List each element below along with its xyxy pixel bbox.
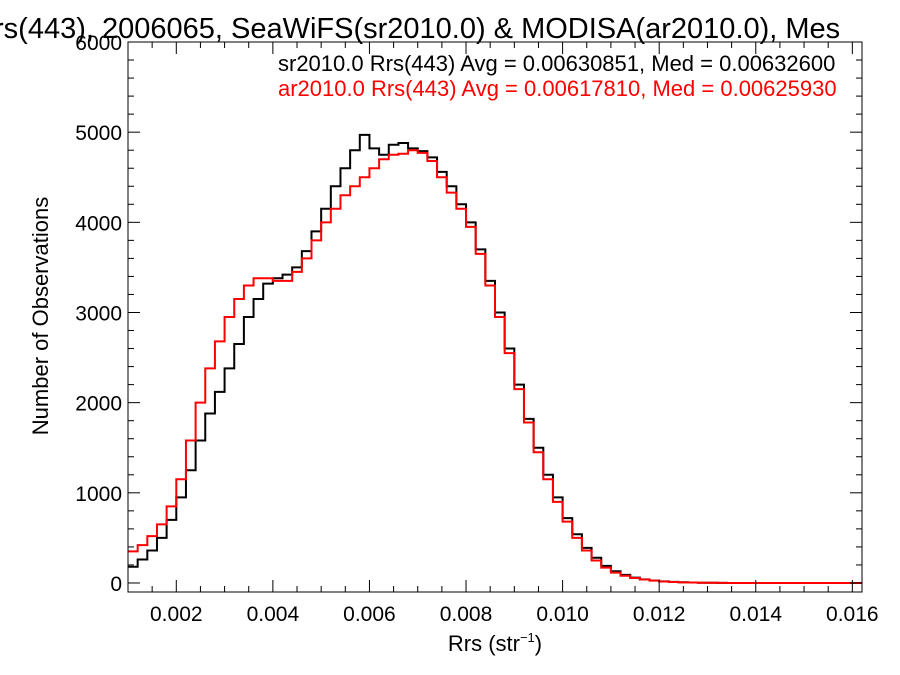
x-tick-label: 0.010: [536, 603, 589, 626]
series-line-2: [128, 149, 862, 584]
legend-entry-series-2: ar2010.0 Rrs(443) Avg = 0.00617810, Med …: [278, 76, 837, 101]
x-tick-label: 0.012: [633, 603, 686, 626]
x-tick-label: 0.014: [729, 603, 782, 626]
x-axis-label: Rrs (str−1): [448, 630, 542, 656]
x-axis-label-superscript: −1: [520, 630, 535, 645]
plot-frame: [127, 41, 863, 593]
y-tick-label: 4000: [75, 212, 122, 235]
x-tick-label: 0.004: [247, 603, 300, 626]
y-tick-label: 5000: [75, 122, 122, 145]
x-axis-label-close: ): [535, 631, 542, 656]
x-tick-label: 0.016: [826, 603, 879, 626]
x-tick-label: 0.008: [440, 603, 493, 626]
x-axis-ticks: 0.002 0.004 0.006 0.008 0.010 0.012 0.014 0.016: [127, 42, 879, 626]
x-tick-label: 0.002: [150, 603, 203, 626]
y-tick-label: 2000: [75, 393, 122, 416]
y-axis-ticks: 0 1000 2000 3000 4000 5000 6000: [75, 32, 862, 596]
y-tick-label: 6000: [75, 32, 122, 55]
legend-entry-series-1: sr2010.0 Rrs(443) Avg = 0.00630851, Med …: [278, 51, 835, 76]
series-layer: [128, 133, 862, 584]
y-tick-label: 1000: [75, 483, 122, 506]
x-axis-label-text: Rrs (str: [448, 631, 520, 656]
y-tick-label: 0: [110, 573, 122, 596]
chart-title: rs(443), 2006065, SeaWiFS(sr2010.0) & MO…: [0, 13, 840, 45]
y-tick-label: 3000: [75, 302, 122, 325]
y-axis-label: Number of Observations: [28, 197, 53, 435]
x-tick-label: 0.006: [343, 603, 396, 626]
